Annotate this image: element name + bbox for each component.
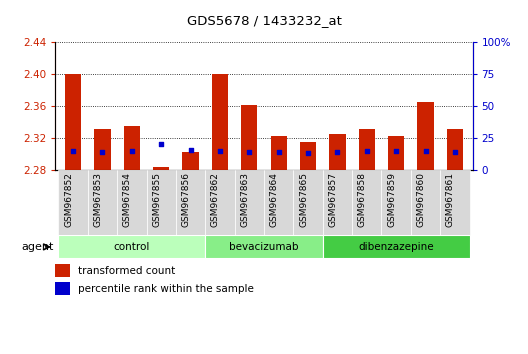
Text: GSM967859: GSM967859 xyxy=(387,172,396,227)
Point xyxy=(216,148,224,154)
Text: GSM967856: GSM967856 xyxy=(182,172,191,227)
Bar xyxy=(411,170,440,235)
Bar xyxy=(212,74,228,170)
Bar xyxy=(300,142,316,170)
Point xyxy=(451,149,459,155)
Bar xyxy=(183,152,199,170)
Bar xyxy=(264,170,294,235)
Bar xyxy=(55,264,70,277)
Text: GSM967861: GSM967861 xyxy=(446,172,455,227)
Bar xyxy=(95,129,110,170)
Bar xyxy=(65,74,81,170)
Text: GSM967862: GSM967862 xyxy=(211,172,220,227)
Text: GSM967853: GSM967853 xyxy=(93,172,102,227)
Point xyxy=(128,148,136,154)
Bar xyxy=(329,134,345,170)
Bar xyxy=(323,170,352,235)
Bar xyxy=(88,170,117,235)
Point xyxy=(363,148,371,154)
Text: GSM967855: GSM967855 xyxy=(152,172,161,227)
Bar xyxy=(59,170,88,235)
Bar xyxy=(359,129,375,170)
Text: GSM967864: GSM967864 xyxy=(270,172,279,227)
Bar xyxy=(388,136,404,170)
Point xyxy=(275,149,283,155)
Text: GSM967860: GSM967860 xyxy=(417,172,426,227)
Bar xyxy=(234,170,264,235)
Text: GSM967852: GSM967852 xyxy=(64,172,73,227)
Text: GSM967857: GSM967857 xyxy=(328,172,337,227)
Text: agent: agent xyxy=(21,242,53,252)
Text: control: control xyxy=(114,242,150,252)
Bar xyxy=(146,170,176,235)
Bar xyxy=(117,170,146,235)
Text: GSM967854: GSM967854 xyxy=(123,172,132,227)
Bar xyxy=(205,235,323,258)
Text: GSM967858: GSM967858 xyxy=(358,172,367,227)
Bar xyxy=(59,235,205,258)
Bar xyxy=(294,170,323,235)
Point xyxy=(98,149,107,155)
Bar xyxy=(55,282,70,295)
Bar xyxy=(323,235,469,258)
Text: dibenzazepine: dibenzazepine xyxy=(359,242,434,252)
Text: transformed count: transformed count xyxy=(78,266,176,276)
Bar xyxy=(153,167,169,170)
Text: GDS5678 / 1433232_at: GDS5678 / 1433232_at xyxy=(186,14,342,27)
Bar xyxy=(205,170,234,235)
Bar xyxy=(418,102,433,170)
Text: GSM967865: GSM967865 xyxy=(299,172,308,227)
Point xyxy=(304,150,312,156)
Bar xyxy=(352,170,382,235)
Point xyxy=(333,149,342,155)
Point xyxy=(245,149,253,155)
Point xyxy=(69,148,77,154)
Text: GSM967863: GSM967863 xyxy=(240,172,249,227)
Text: percentile rank within the sample: percentile rank within the sample xyxy=(78,284,254,293)
Point xyxy=(392,148,400,154)
Point xyxy=(186,147,195,152)
Bar xyxy=(447,129,463,170)
Bar xyxy=(176,170,205,235)
Bar xyxy=(440,170,469,235)
Point xyxy=(421,148,430,154)
Bar xyxy=(124,126,140,170)
Text: bevacizumab: bevacizumab xyxy=(229,242,299,252)
Point xyxy=(157,142,165,147)
Bar xyxy=(271,136,287,170)
Bar xyxy=(382,170,411,235)
Bar xyxy=(241,104,257,170)
